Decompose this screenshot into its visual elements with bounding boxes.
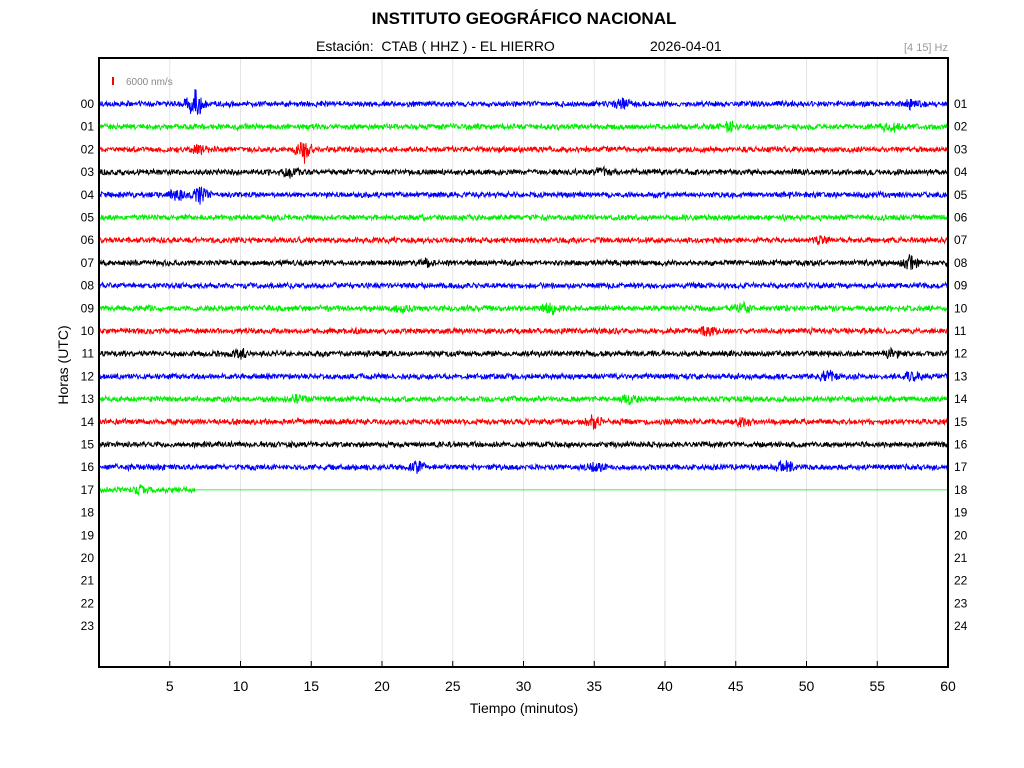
- y-tick-label-right: 14: [954, 392, 968, 406]
- y-tick-label-left: 08: [81, 279, 95, 293]
- trace-hour-01: [98, 120, 949, 134]
- date-label: 2026-04-01: [650, 38, 722, 54]
- y-tick-label-left: 21: [81, 574, 95, 588]
- x-tick-label: 20: [374, 678, 390, 694]
- x-tick-label: 55: [869, 678, 885, 694]
- filter-band-label: [4 15] Hz: [903, 42, 948, 54]
- y-tick-label-right: 10: [954, 301, 968, 315]
- station-label: Estación: CTAB ( HHZ ) - EL HIERRO: [316, 38, 555, 54]
- trace-hour-05: [99, 212, 949, 223]
- y-tick-label-right: 05: [954, 188, 968, 202]
- trace-hour-03: [98, 165, 949, 179]
- x-tick-label: 60: [940, 678, 956, 694]
- scale-label: 6000 nm/s: [126, 77, 173, 88]
- y-tick-label-left: 23: [81, 619, 95, 633]
- y-tick-label-right: 22: [954, 574, 968, 588]
- y-tick-label-left: 10: [81, 324, 95, 338]
- y-tick-label-right: 04: [954, 165, 968, 179]
- x-tick-label: 25: [445, 678, 461, 694]
- y-tick-label-left: 01: [81, 120, 95, 134]
- trace-hour-06: [98, 235, 949, 246]
- y-tick-label-left: 22: [81, 596, 95, 610]
- y-tick-label-right: 11: [954, 324, 967, 338]
- y-tick-label-left: 19: [81, 528, 95, 542]
- y-tick-label-left: 12: [81, 369, 95, 383]
- trace-hour-07: [98, 254, 949, 270]
- y-tick-label-left: 04: [81, 188, 95, 202]
- y-tick-label-left: 00: [81, 97, 95, 111]
- y-tick-label-right: 06: [954, 211, 968, 225]
- trace-hour-11: [98, 346, 949, 360]
- chart-title: INSTITUTO GEOGRÁFICO NACIONAL: [371, 9, 677, 28]
- y-tick-label-right: 18: [954, 483, 968, 497]
- trace-hour-16: [98, 459, 949, 474]
- y-tick-label-left: 11: [82, 347, 95, 361]
- y-tick-label-left: 17: [81, 483, 95, 497]
- trace-hour-14: [98, 414, 949, 430]
- y-tick-label-left: 16: [81, 460, 95, 474]
- trace-hour-00: [98, 88, 949, 116]
- y-tick-label-right: 21: [954, 551, 968, 565]
- y-tick-label-left: 02: [81, 142, 95, 156]
- trace-hour-17: [98, 483, 196, 496]
- y-tick-label-right: 09: [954, 279, 968, 293]
- y-tick-label-left: 07: [81, 256, 95, 270]
- x-axis-label: Tiempo (minutos): [469, 700, 579, 716]
- y-tick-label-right: 17: [954, 460, 968, 474]
- y-tick-label-left: 09: [81, 301, 95, 315]
- y-tick-label-right: 15: [954, 415, 968, 429]
- y-tick-label-right: 03: [954, 142, 968, 156]
- y-tick-label-right: 20: [954, 528, 968, 542]
- x-tick-label: 50: [799, 678, 815, 694]
- x-tick-label: 45: [728, 678, 744, 694]
- y-tick-label-left: 18: [81, 506, 95, 520]
- trace-hour-09: [98, 300, 949, 316]
- trace-hour-04: [98, 186, 949, 205]
- y-tick-label-left: 20: [81, 551, 95, 565]
- y-tick-label-left: 15: [81, 438, 95, 452]
- trace-hour-12: [98, 369, 949, 383]
- trace-hour-15: [98, 439, 949, 450]
- trace-hour-13: [98, 393, 949, 407]
- y-tick-label-right: 23: [954, 596, 968, 610]
- y-tick-label-left: 05: [81, 211, 95, 225]
- trace-hour-08: [98, 280, 949, 291]
- y-tick-label-left: 03: [81, 165, 95, 179]
- y-tick-label-right: 16: [954, 438, 968, 452]
- x-tick-label: 15: [303, 678, 319, 694]
- y-tick-label-left: 14: [81, 415, 95, 429]
- y-tick-label-right: 02: [954, 120, 968, 134]
- y-tick-label-right: 01: [954, 97, 968, 111]
- y-tick-label-left: 13: [81, 392, 95, 406]
- x-tick-label: 30: [516, 678, 532, 694]
- y-tick-label-right: 08: [954, 256, 968, 270]
- y-tick-label-right: 24: [954, 619, 968, 633]
- x-tick-label: 40: [657, 678, 673, 694]
- trace-hour-10: [98, 325, 949, 337]
- y-tick-label-right: 07: [954, 233, 968, 247]
- trace-hour-02: [98, 141, 949, 164]
- y-tick-label-left: 06: [81, 233, 95, 247]
- x-tick-label: 35: [586, 678, 602, 694]
- y-tick-label-right: 12: [954, 347, 968, 361]
- y-tick-label-right: 13: [954, 369, 968, 383]
- x-tick-label: 5: [166, 678, 174, 694]
- scale-bar: [112, 77, 114, 85]
- x-tick-label: 10: [233, 678, 249, 694]
- y-tick-label-right: 19: [954, 506, 968, 520]
